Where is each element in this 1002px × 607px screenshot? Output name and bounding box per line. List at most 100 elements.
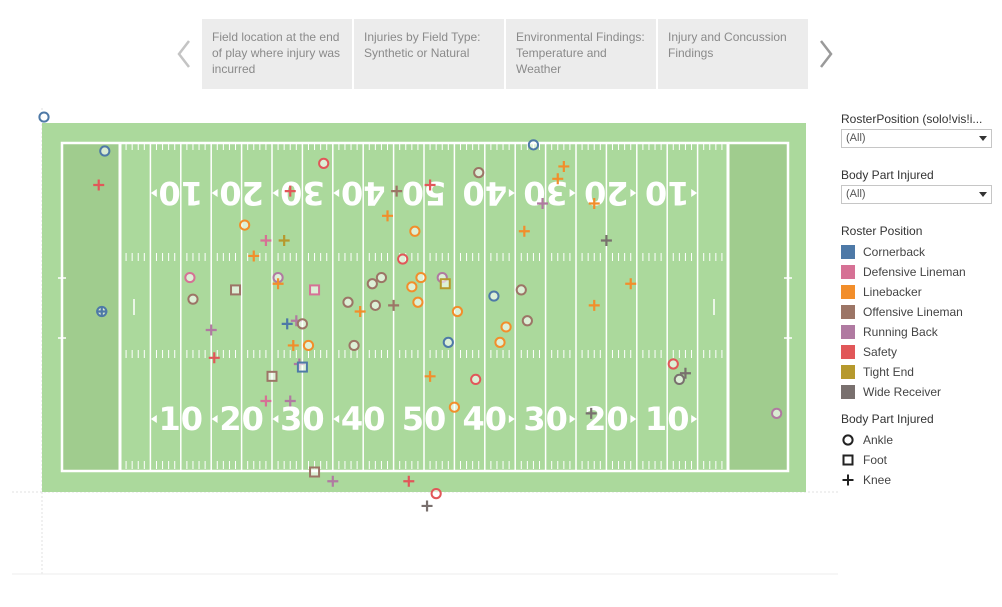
injury-point-knee[interactable] xyxy=(388,299,400,311)
injury-point-knee[interactable] xyxy=(585,407,597,419)
roster-legend-item[interactable]: Defensive Lineman xyxy=(841,262,996,282)
injury-point-knee[interactable] xyxy=(625,278,637,290)
injury-point-knee[interactable] xyxy=(93,179,105,191)
injury-point-ankle[interactable] xyxy=(515,284,527,296)
injury-point-ankle[interactable] xyxy=(375,271,388,284)
injury-point-knee[interactable] xyxy=(588,299,600,311)
story-tab-field-location[interactable]: Field location at the end of play where … xyxy=(202,19,352,89)
story-tab-environmental[interactable]: Environmental Findings: Temperature and … xyxy=(506,19,656,89)
injury-point-ankle[interactable] xyxy=(451,305,464,318)
roster-position-legend: Roster Position Cornerback Defensive Line… xyxy=(841,224,996,402)
injury-point-foot[interactable] xyxy=(309,466,321,478)
injury-point-knee[interactable] xyxy=(327,475,339,487)
injury-point-knee[interactable] xyxy=(260,395,272,407)
previous-story-arrow-icon[interactable] xyxy=(172,36,196,72)
injury-point-knee[interactable] xyxy=(281,318,293,330)
injury-point-ankle[interactable] xyxy=(673,373,685,386)
injury-point-ankle[interactable] xyxy=(442,336,454,348)
story-tab-field-type[interactable]: Injuries by Field Type: Synthetic or Nat… xyxy=(354,19,504,89)
injury-point-ankle[interactable] xyxy=(771,407,783,419)
injury-point-ankle[interactable] xyxy=(412,296,424,308)
injury-point-ankle[interactable] xyxy=(397,253,409,265)
roster-legend-item[interactable]: Offensive Lineman xyxy=(841,302,996,322)
body-part-legend-label: Foot xyxy=(863,453,888,467)
injury-point-ankle[interactable] xyxy=(406,281,418,293)
injury-point-ankle[interactable] xyxy=(488,290,500,302)
body-part-legend-item[interactable]: Ankle xyxy=(841,430,996,450)
yard-label-top: 50 xyxy=(402,174,447,212)
injury-point-ankle[interactable] xyxy=(342,296,354,308)
injury-point-ankle[interactable] xyxy=(296,318,308,330)
injury-point-knee[interactable] xyxy=(278,235,290,247)
roster-legend-item[interactable]: Tight End xyxy=(841,362,996,382)
injury-point-ankle[interactable] xyxy=(667,358,679,370)
injury-point-foot[interactable] xyxy=(309,284,321,296)
roster-position-filter-dropdown[interactable]: (All) xyxy=(841,129,992,148)
injury-point-ankle[interactable] xyxy=(409,225,421,237)
injury-point-ankle[interactable] xyxy=(184,271,196,284)
body-part-legend-title: Body Part Injured xyxy=(841,412,934,426)
injury-point-knee[interactable] xyxy=(284,395,296,407)
injury-point-knee[interactable] xyxy=(588,197,600,209)
body-part-filter-dropdown[interactable]: (All) xyxy=(841,185,992,204)
injury-point-knee[interactable] xyxy=(96,306,108,318)
injury-point-knee[interactable] xyxy=(679,367,691,379)
football-field-plot: 10 10 20 20 30 30 40 40 50 50 40 40 30 30 20 20 10 10 xyxy=(12,108,838,575)
injury-point-ankle[interactable] xyxy=(470,373,482,386)
roster-legend-label: Linebacker xyxy=(863,285,922,299)
injury-point-knee[interactable] xyxy=(518,225,530,237)
injury-point-knee[interactable] xyxy=(354,306,366,318)
roster-legend-item[interactable]: Linebacker xyxy=(841,282,996,302)
roster-legend-item[interactable]: Cornerback xyxy=(841,242,996,262)
injury-point-ankle[interactable] xyxy=(415,271,427,284)
injury-point-ankle[interactable] xyxy=(473,167,485,179)
injury-point-ankle[interactable] xyxy=(302,339,315,352)
injury-point-ankle[interactable] xyxy=(366,278,378,290)
injury-point-knee[interactable] xyxy=(424,370,436,382)
injury-point-ankle[interactable] xyxy=(527,139,540,151)
injury-point-knee[interactable] xyxy=(284,185,296,197)
roster-legend-item[interactable]: Wide Receiver xyxy=(841,382,996,402)
injury-point-knee[interactable] xyxy=(537,197,549,209)
injury-point-ankle[interactable] xyxy=(38,111,50,123)
yard-label-bottom: 20 xyxy=(584,400,629,438)
injury-point-knee[interactable] xyxy=(424,179,436,191)
injury-point-ankle[interactable] xyxy=(448,401,460,413)
injury-point-knee[interactable] xyxy=(558,160,570,172)
injury-point-knee[interactable] xyxy=(421,500,433,512)
injury-point-ankle[interactable] xyxy=(239,219,251,231)
injury-point-knee[interactable] xyxy=(208,352,220,364)
roster-legend-item[interactable]: Running Back xyxy=(841,322,996,342)
injury-point-ankle[interactable] xyxy=(99,145,111,157)
injury-point-ankle[interactable] xyxy=(318,157,330,169)
injury-point-foot[interactable] xyxy=(439,278,451,290)
color-swatch xyxy=(841,365,855,379)
injury-point-ankle[interactable] xyxy=(500,321,512,333)
injury-point-knee[interactable] xyxy=(272,278,284,290)
story-tab-injury-concussion[interactable]: Injury and Concussion Findings xyxy=(658,19,808,89)
injury-point-knee[interactable] xyxy=(287,339,299,351)
injury-point-knee[interactable] xyxy=(382,210,394,222)
injury-point-ankle[interactable] xyxy=(348,339,360,352)
body-part-legend-item[interactable]: Knee xyxy=(841,470,996,490)
color-swatch xyxy=(841,325,855,339)
injury-point-foot[interactable] xyxy=(266,370,278,382)
body-part-legend-item[interactable]: Foot xyxy=(841,450,996,470)
injury-point-ankle[interactable] xyxy=(430,488,442,500)
injury-point-ankle[interactable] xyxy=(369,299,381,311)
injury-point-knee[interactable] xyxy=(552,173,564,185)
roster-legend-item[interactable]: Safety xyxy=(841,342,996,362)
injury-point-knee[interactable] xyxy=(391,185,403,197)
injury-point-foot[interactable] xyxy=(230,284,242,296)
injury-point-foot[interactable] xyxy=(296,361,308,373)
next-story-arrow-icon[interactable] xyxy=(814,36,838,72)
injury-point-knee[interactable] xyxy=(403,475,415,487)
injury-point-ankle[interactable] xyxy=(187,293,199,305)
injury-point-ankle[interactable] xyxy=(494,336,506,348)
injury-point-knee[interactable] xyxy=(205,324,217,336)
injury-point-knee[interactable] xyxy=(600,235,612,247)
injury-point-knee[interactable] xyxy=(260,235,272,247)
injury-point-ankle[interactable] xyxy=(521,315,533,327)
injury-point-knee[interactable] xyxy=(248,250,260,262)
